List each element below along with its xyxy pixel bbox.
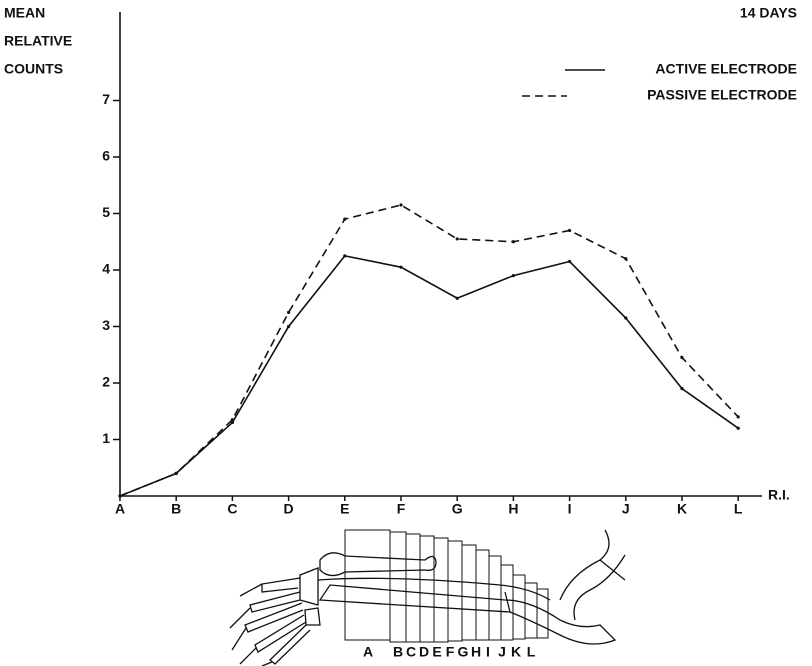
- x-tick-label: G: [452, 501, 463, 517]
- x-tick-label: B: [171, 501, 181, 517]
- data-point: [456, 297, 459, 300]
- x-tick-label: K: [677, 501, 687, 517]
- diagram-letter: I: [486, 644, 490, 660]
- data-point: [343, 254, 346, 257]
- y-tick-label: 3: [102, 317, 110, 333]
- data-point: [175, 472, 178, 475]
- data-point: [568, 229, 571, 232]
- x-tick-label: J: [622, 501, 630, 517]
- y-axis-label: RELATIVE: [4, 33, 72, 49]
- x-tick-label: A: [115, 501, 125, 517]
- diagram-letter: D: [419, 644, 429, 660]
- data-point: [512, 240, 515, 243]
- y-tick-label: 5: [102, 204, 110, 220]
- data-point: [287, 311, 290, 314]
- x-tick-label: L: [734, 501, 743, 517]
- diagram-letter: K: [511, 644, 521, 660]
- diagram-letter: E: [432, 644, 441, 660]
- data-point: [568, 260, 571, 263]
- legend-label: PASSIVE ELECTRODE: [647, 87, 797, 103]
- data-point: [118, 494, 121, 497]
- data-point: [680, 356, 683, 359]
- y-axis-label: MEAN: [4, 5, 45, 21]
- y-tick-label: 6: [102, 148, 110, 164]
- y-axis-label: COUNTS: [4, 61, 63, 77]
- data-point: [343, 218, 346, 221]
- diagram-letter: A: [363, 644, 373, 660]
- x-tick-label: I: [568, 501, 572, 517]
- data-point: [624, 316, 627, 319]
- x-tick-label: C: [227, 501, 237, 517]
- data-point: [737, 427, 740, 430]
- data-line: [120, 205, 738, 496]
- data-point: [399, 203, 402, 206]
- x-tick-label: H: [508, 501, 518, 517]
- diagram-letter: F: [446, 644, 455, 660]
- diagram-letter: H: [471, 644, 481, 660]
- y-tick-label: 4: [102, 261, 110, 277]
- data-point: [456, 237, 459, 240]
- chart-title: 14 DAYS: [740, 5, 797, 21]
- x-tick-label: D: [284, 501, 294, 517]
- legend-label: ACTIVE ELECTRODE: [655, 61, 797, 77]
- data-point: [624, 257, 627, 260]
- chart: 14 DAYS MEAN RELATIVE COUNTS R.I. 1 2 3 4 5 6…: [0, 0, 812, 666]
- data-point: [231, 418, 234, 421]
- diagram-letter: G: [458, 644, 469, 660]
- y-tick-label: 1: [102, 430, 110, 446]
- x-tick-label: E: [340, 501, 349, 517]
- diagram-letter: L: [527, 644, 536, 660]
- data-point: [512, 274, 515, 277]
- diagram-letter: B: [393, 644, 403, 660]
- diagram-letter: J: [498, 644, 506, 660]
- diagram-letter: C: [406, 644, 416, 660]
- data-point: [680, 387, 683, 390]
- data-point: [287, 325, 290, 328]
- y-tick-label: 2: [102, 374, 110, 390]
- x-tick-label: F: [397, 501, 406, 517]
- y-tick-label: 7: [102, 91, 110, 107]
- data-point: [737, 415, 740, 418]
- data-point: [399, 266, 402, 269]
- x-axis-label: R.I.: [768, 487, 790, 503]
